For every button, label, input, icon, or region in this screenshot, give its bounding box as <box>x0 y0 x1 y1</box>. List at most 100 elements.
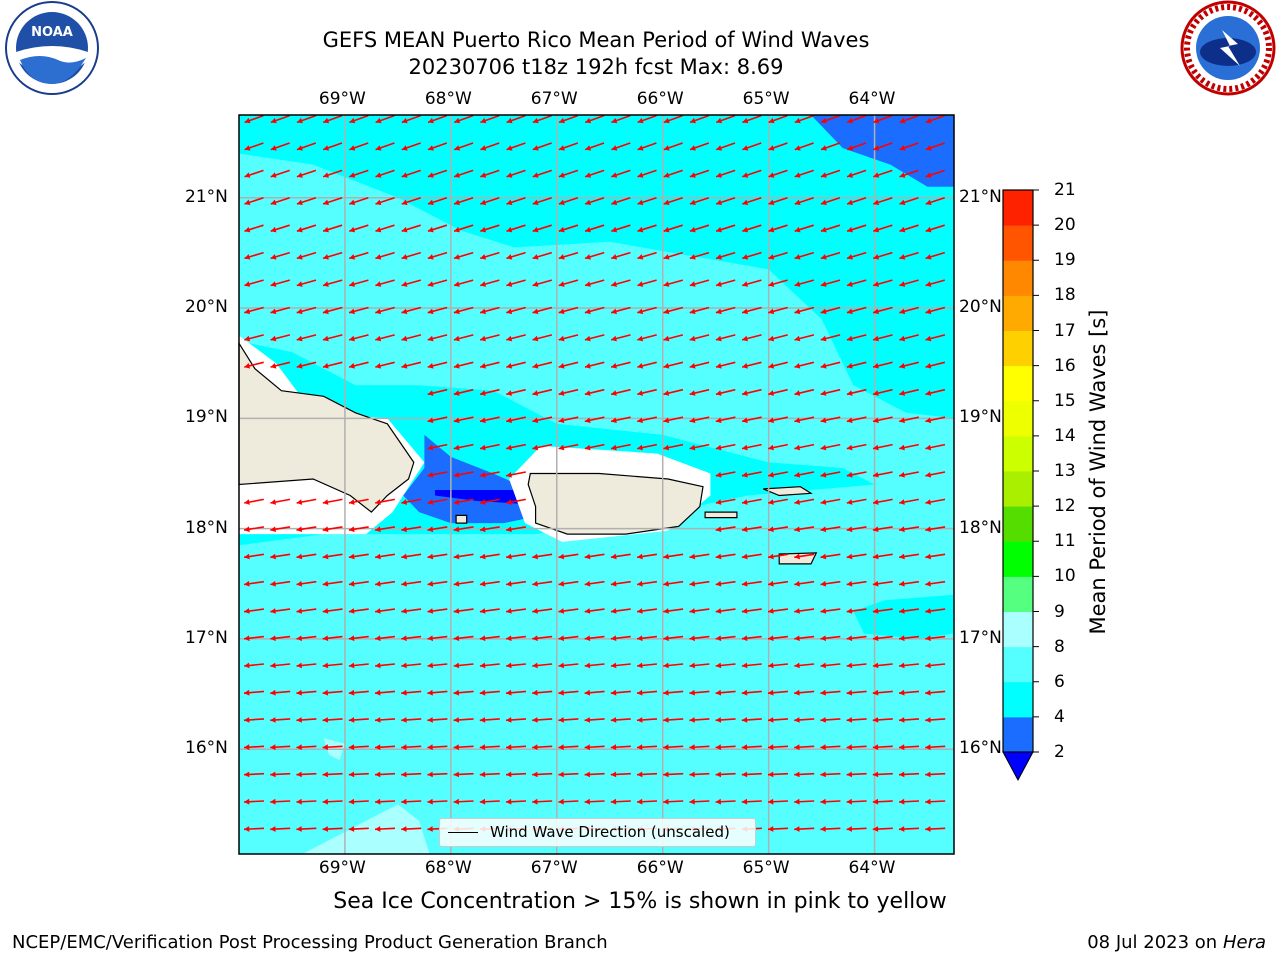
wave-direction-arrow <box>244 662 264 669</box>
wave-direction-arrow <box>715 388 736 396</box>
wave-direction-arrow <box>322 826 343 832</box>
wave-direction-arrow <box>610 689 631 696</box>
wave-direction-arrow <box>322 224 343 233</box>
wave-direction-arrow <box>741 771 762 778</box>
wave-direction-arrow <box>636 553 658 560</box>
wave-direction-arrow <box>427 114 448 124</box>
colorbar-level-label: 10 <box>1054 566 1076 587</box>
wave-direction-arrow <box>663 416 684 424</box>
wave-direction-arrow <box>479 744 500 751</box>
wave-direction-arrow <box>794 197 814 206</box>
wave-direction-arrow <box>925 416 946 424</box>
wave-direction-arrow <box>427 580 448 587</box>
wave-direction-arrow <box>427 197 448 206</box>
wave-direction-arrow <box>663 689 684 696</box>
wave-direction-arrow <box>584 306 605 315</box>
wave-direction-arrow <box>715 224 736 233</box>
wave-direction-arrow <box>374 771 396 778</box>
colorbar-segment <box>1003 646 1033 683</box>
wave-direction-arrow <box>741 662 762 669</box>
wave-direction-arrow <box>427 142 448 151</box>
wave-direction-arrow <box>741 744 762 751</box>
wave-direction-arrow <box>401 526 422 533</box>
wave-direction-arrow <box>270 169 290 178</box>
noaa-logo-text: NOAA <box>31 25 73 40</box>
wave-direction-arrow <box>244 224 264 233</box>
wave-direction-arrow <box>610 771 631 778</box>
wave-direction-arrow <box>846 114 867 124</box>
wave-direction-arrow <box>532 306 553 315</box>
wave-direction-arrow <box>689 580 710 587</box>
wave-direction-arrow <box>898 771 920 778</box>
wave-direction-arrow <box>899 498 919 505</box>
wave-direction-arrow <box>663 635 684 642</box>
wave-direction-arrow <box>375 306 395 315</box>
wave-direction-arrow <box>689 197 710 206</box>
wave-direction-arrow <box>244 361 264 369</box>
wave-direction-arrow <box>741 306 762 315</box>
wave-direction-arrow <box>558 197 579 206</box>
wave-direction-arrow <box>427 553 448 560</box>
wave-direction-arrow <box>506 224 526 233</box>
wave-direction-arrow <box>584 798 605 805</box>
wave-direction-arrow <box>610 553 631 560</box>
wave-direction-arrow <box>610 251 631 260</box>
wave-direction-arrow <box>794 826 815 832</box>
wave-direction-arrow <box>322 744 343 751</box>
wave-direction-arrow <box>322 279 343 287</box>
wave-direction-arrow <box>244 251 264 260</box>
wave-direction-arrow <box>794 443 815 451</box>
wave-direction-arrow <box>715 608 736 614</box>
wave-direction-arrow <box>375 197 395 206</box>
wave-direction-arrow <box>453 771 474 778</box>
wave-direction-arrow <box>558 361 579 369</box>
wave-direction-arrow <box>532 443 553 451</box>
lat-tick-label-right: 17°N <box>959 627 1002 648</box>
wave-direction-arrow <box>401 608 422 614</box>
wave-direction-arrow <box>296 553 317 560</box>
wave-direction-arrow <box>348 279 369 287</box>
wave-direction-arrow <box>506 197 526 206</box>
wave-direction-arrow <box>322 526 343 533</box>
wave-direction-arrow <box>768 224 788 233</box>
wave-direction-arrow <box>637 224 657 233</box>
wave-direction-arrow <box>270 279 291 287</box>
wave-direction-arrow <box>348 744 369 751</box>
wave-direction-arrow <box>872 361 893 369</box>
wave-direction-arrow <box>348 689 369 696</box>
lat-tick-label-right: 21°N <box>959 186 1002 207</box>
wave-direction-arrow <box>715 169 736 178</box>
wave-direction-arrow <box>558 771 579 778</box>
wave-direction-arrow <box>610 580 631 587</box>
wave-direction-arrow <box>349 114 369 124</box>
wave-direction-arrow <box>584 553 605 560</box>
wave-direction-arrow <box>846 169 867 178</box>
wave-direction-arrow <box>611 224 631 233</box>
wave-direction-arrow <box>872 553 893 560</box>
wave-direction-arrow <box>427 526 448 533</box>
wave-direction-arrow <box>453 608 474 614</box>
wave-direction-arrow <box>322 553 343 560</box>
wave-direction-arrow <box>767 553 789 560</box>
wave-direction-arrow <box>427 443 448 451</box>
wave-direction-arrow <box>584 717 605 723</box>
wave-direction-arrow <box>742 224 762 233</box>
wave-direction-arrow <box>453 114 474 124</box>
wave-direction-arrow <box>401 662 422 669</box>
wave-direction-arrow <box>872 717 893 723</box>
wave-direction-arrow <box>715 443 736 451</box>
lat-tick-label-left: 19°N <box>185 407 228 428</box>
lat-tick-label-right: 16°N <box>959 738 1002 759</box>
wave-direction-arrow <box>453 798 474 805</box>
wave-direction-arrow <box>532 553 553 560</box>
legend-label: Wind Wave Direction (unscaled) <box>490 823 730 841</box>
wave-direction-arrow <box>401 826 422 832</box>
wave-direction-arrow <box>767 771 789 778</box>
wave-direction-arrow <box>348 580 369 587</box>
wave-direction-arrow <box>846 197 867 206</box>
wave-direction-arrow <box>270 306 291 315</box>
wave-direction-arrow <box>768 471 788 478</box>
wave-direction-arrow <box>846 279 867 287</box>
wave-direction-arrow <box>427 717 448 723</box>
wave-direction-arrow <box>689 689 710 696</box>
